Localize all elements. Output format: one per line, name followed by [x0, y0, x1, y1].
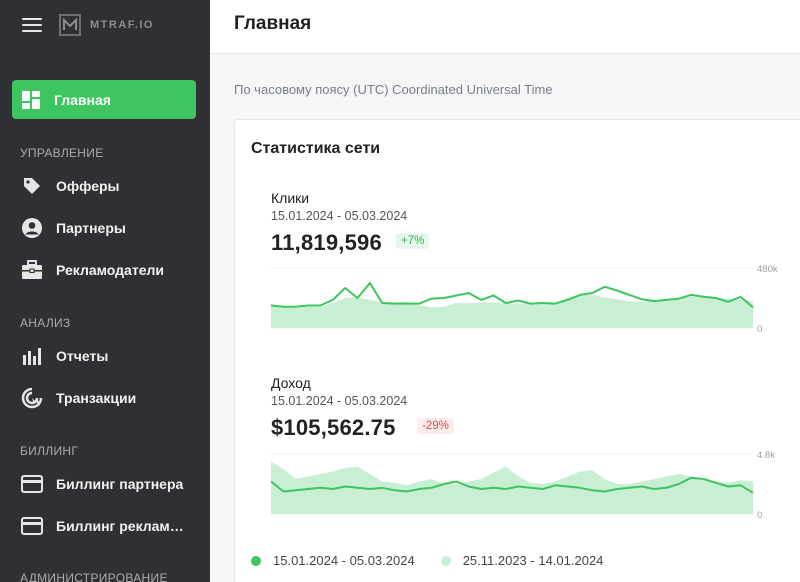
dashboard-icon: [22, 90, 40, 109]
revenue-label: Доход: [271, 375, 311, 391]
top-header: Главная: [210, 0, 800, 54]
page-title: Главная: [234, 13, 312, 34]
sidebar-item-home[interactable]: Главная: [12, 80, 196, 119]
section-title-billing: БИЛЛИНГ: [20, 444, 79, 458]
sidebar-item-label: Отчеты: [56, 348, 109, 364]
sidebar-item-transactions[interactable]: Транзакции: [20, 383, 200, 413]
brand-name: MTRAF.IO: [90, 19, 154, 31]
revenue-value: $105,562.75: [271, 415, 396, 440]
briefcase-icon: [20, 258, 44, 282]
sidebar-item-offers[interactable]: Офферы: [20, 171, 200, 201]
series-current-line: [271, 282, 754, 309]
sidebar-item-reports[interactable]: Отчеты: [20, 341, 200, 371]
timezone-note: По часовому поясу (UTC) Coordinated Univ…: [234, 82, 553, 97]
clicks-chart: 480k 0: [271, 264, 778, 335]
sidebar-item-partner-billing[interactable]: Биллинг партнера: [20, 469, 200, 499]
legend-dot-previous: [440, 555, 451, 566]
bar-chart-icon: [20, 344, 44, 368]
chart-legend: 15.01.2024 - 05.03.2024 25.11.2023 - 14.…: [251, 553, 603, 568]
y-tick-label-min: 0: [757, 510, 762, 521]
sidebar-item-advertisers[interactable]: Рекламодатели: [20, 255, 200, 285]
sidebar-item-advertiser-billing[interactable]: Биллинг реклам…: [20, 511, 200, 541]
legend-dot-current: [251, 555, 261, 566]
legend-label-previous: 25.11.2023 - 14.01.2024: [462, 553, 604, 568]
clicks-date-range: 15.01.2024 - 05.03.2024: [271, 209, 408, 223]
sidebar-item-label: Главная: [54, 91, 111, 108]
sidebar-item-partners[interactable]: Партнеры: [20, 213, 200, 243]
section-title-administration: АДМИНИСТРИРОВАНИЕ: [20, 571, 168, 582]
network-stats-card: Статистика сети Клики 15.01.2024 - 05.03…: [234, 119, 800, 582]
clicks-change-badge: +7%: [396, 233, 430, 249]
sidebar-item-label: Офферы: [56, 178, 120, 194]
section-title-analysis: АНАЛИЗ: [20, 316, 71, 330]
tag-icon: [20, 174, 44, 198]
hamburger-menu-icon[interactable]: [22, 18, 42, 32]
logo[interactable]: MTRAF.IO: [58, 13, 154, 37]
sidebar-item-label: Транзакции: [56, 390, 137, 406]
sidebar-item-label: Биллинг партнера: [56, 476, 184, 492]
series-current-line: [271, 476, 754, 494]
revenue-change-badge: -29%: [417, 418, 454, 434]
clicks-value: 11,819,596: [271, 230, 382, 255]
series-previous-area: [271, 294, 753, 328]
user-circle-icon: [20, 216, 44, 240]
sidebar-item-label: Рекламодатели: [56, 262, 164, 278]
sidebar: MTRAF.IO Главная УПРАВЛЕНИЕ Офферы Партн…: [0, 0, 210, 582]
clicks-label: Клики: [271, 190, 310, 206]
sidebar-item-label: Биллинг реклам…: [56, 518, 184, 534]
logo-mark-icon: [59, 14, 81, 36]
section-title-management: УПРАВЛЕНИЕ: [20, 146, 104, 160]
transaction-icon: [20, 386, 44, 410]
revenue-date-range: 15.01.2024 - 05.03.2024: [271, 394, 408, 408]
y-tick-label-max: 480k: [757, 264, 778, 275]
y-tick-label-min: 0: [757, 324, 762, 335]
revenue-chart: 4.8k 0: [271, 450, 775, 521]
legend-label-current: 15.01.2024 - 05.03.2024: [273, 553, 415, 568]
sidebar-item-label: Партнеры: [56, 220, 126, 236]
credit-card-icon: [20, 472, 44, 496]
card-title: Статистика сети: [251, 140, 381, 157]
y-tick-label-max: 4.8k: [757, 450, 775, 461]
credit-card-icon: [20, 514, 44, 538]
